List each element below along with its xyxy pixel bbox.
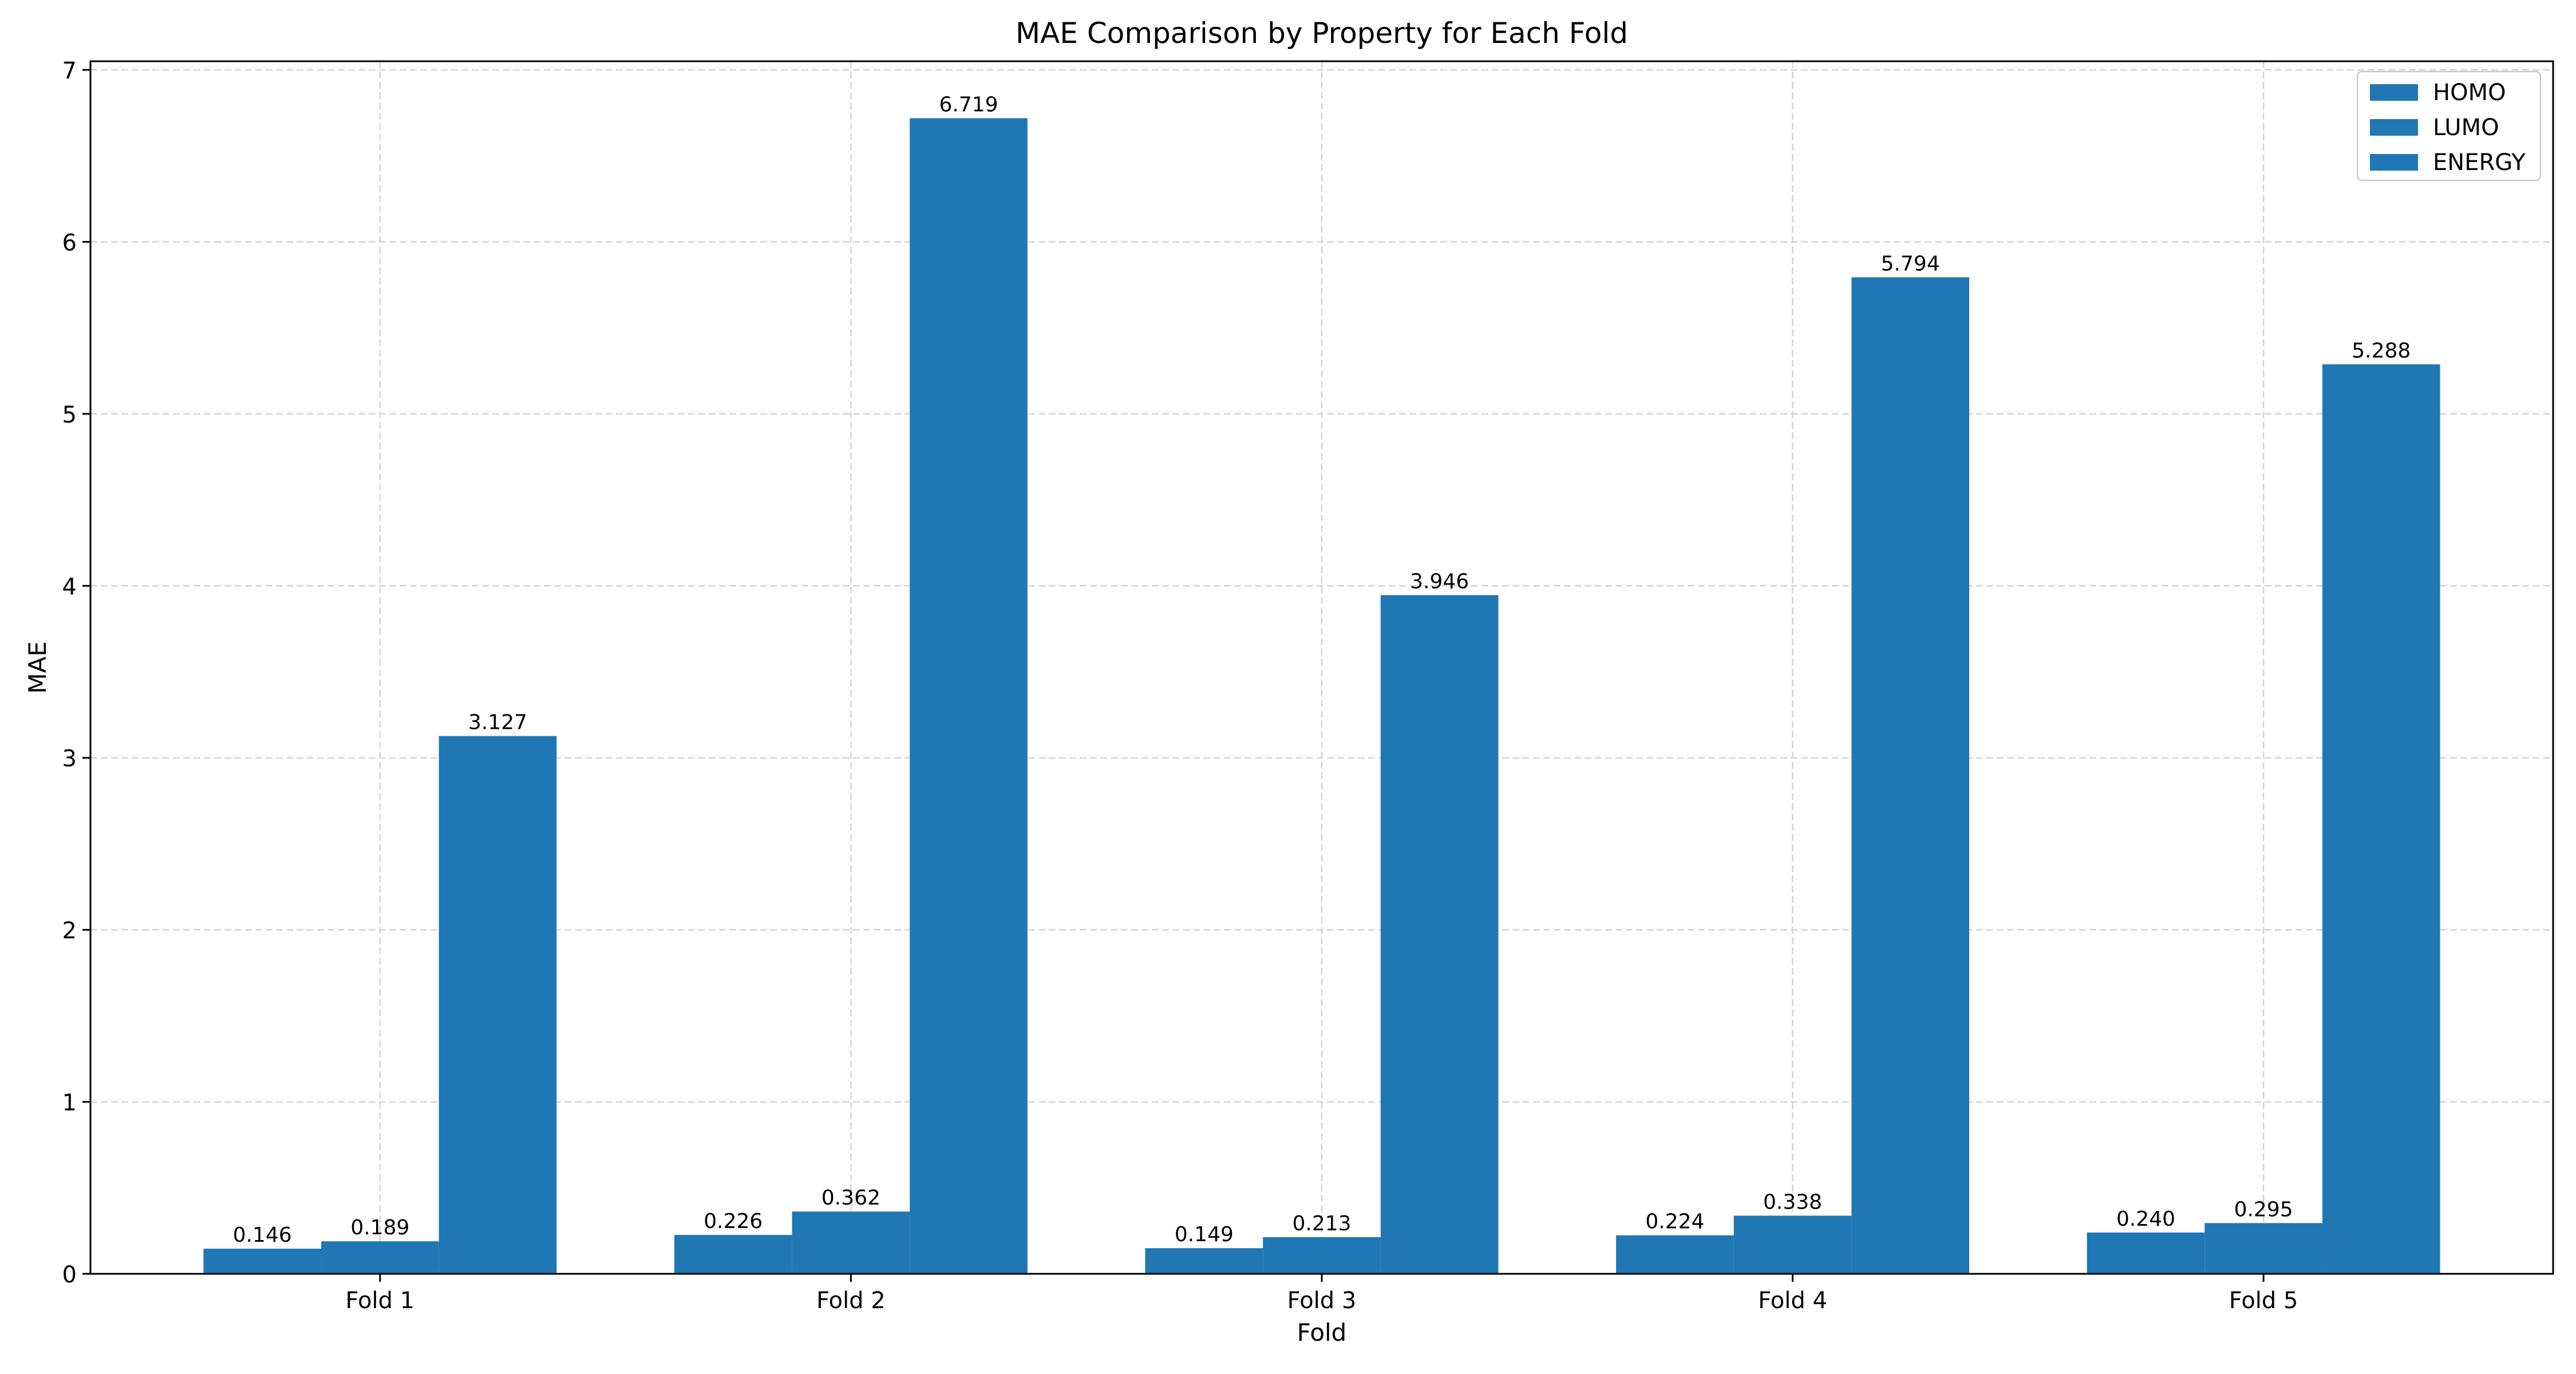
bar-value-label: 0.213 — [1292, 1212, 1351, 1235]
x-tick-label: Fold 2 — [816, 1288, 886, 1314]
bar-value-label: 0.240 — [2116, 1207, 2175, 1231]
bar-homo-fold-4 — [1616, 1235, 1734, 1274]
legend: HOMO LUMO ENERGY — [2356, 70, 2542, 181]
bar-value-label: 0.362 — [821, 1186, 880, 1210]
y-tick-label: 4 — [62, 574, 77, 600]
bar-energy-fold-3 — [1380, 595, 1499, 1274]
bar-value-label: 3.946 — [1410, 570, 1469, 594]
y-tick-label: 7 — [62, 58, 77, 84]
bar-value-label: 0.146 — [233, 1223, 292, 1247]
y-tick-label: 1 — [62, 1090, 77, 1116]
legend-swatch — [2370, 154, 2418, 171]
bar-layer — [203, 118, 2440, 1274]
y-tick-label: 3 — [62, 746, 77, 772]
bar-lumo-fold-2 — [792, 1211, 910, 1274]
bar-value-label: 0.226 — [704, 1210, 762, 1233]
x-axis-label: Fold — [1297, 1318, 1347, 1347]
bar-energy-fold-1 — [438, 736, 557, 1274]
bar-energy-fold-2 — [910, 118, 1028, 1274]
bar-value-label: 0.189 — [350, 1216, 409, 1239]
bar-value-label: 3.127 — [468, 711, 527, 735]
bar-value-label: 5.794 — [1881, 252, 1940, 275]
grid-layer — [90, 61, 2553, 1275]
bar-value-label: 0.149 — [1175, 1223, 1234, 1246]
bar-value-label: 5.288 — [2352, 339, 2411, 362]
bar-lumo-fold-5 — [2204, 1223, 2322, 1274]
x-tick-label: Fold 5 — [2229, 1288, 2298, 1314]
bar-lumo-fold-1 — [321, 1241, 439, 1274]
bar-label-layer: 0.146 0.226 0.149 0.224 0.240 0.189 0.362 0.213… — [233, 93, 2411, 1247]
bar-homo-fold-2 — [674, 1235, 792, 1274]
legend-entry-energy: ENERGY — [2433, 149, 2526, 176]
x-tick-label: Fold 4 — [1758, 1288, 1827, 1314]
x-tick-label: Fold 3 — [1287, 1288, 1357, 1314]
bar-energy-fold-5 — [2322, 364, 2440, 1274]
axis-layer: 0 1 2 3 4 5 6 7 Fold 1 Fold 2 Fold 3 Fold 4 Fold 5 — [62, 58, 2298, 1314]
y-tick-label: 5 — [62, 402, 77, 428]
bar-homo-fold-3 — [1145, 1248, 1263, 1274]
bar-homo-fold-1 — [203, 1249, 322, 1274]
bar-value-label: 0.338 — [1763, 1190, 1822, 1214]
y-tick-label: 6 — [62, 230, 77, 256]
bar-value-label: 0.224 — [1645, 1210, 1704, 1234]
legend-entry-homo: HOMO — [2433, 80, 2506, 106]
legend-entry-lumo: LUMO — [2433, 114, 2499, 141]
bar-lumo-fold-3 — [1263, 1237, 1381, 1274]
y-tick-label: 0 — [62, 1262, 77, 1288]
x-tick-label: Fold 1 — [346, 1288, 415, 1314]
bar-energy-fold-4 — [1851, 277, 1970, 1274]
bar-value-label: 0.295 — [2234, 1198, 2293, 1221]
bar-value-label: 6.719 — [939, 93, 998, 116]
y-tick-label: 2 — [62, 918, 77, 944]
bar-homo-fold-5 — [2087, 1232, 2205, 1274]
y-axis-label: MAE — [23, 641, 52, 694]
legend-swatch — [2370, 84, 2418, 101]
chart-title: MAE Comparison by Property for Each Fold — [1016, 17, 1628, 50]
bar-lumo-fold-4 — [1733, 1215, 1852, 1274]
legend-swatch — [2370, 119, 2418, 136]
